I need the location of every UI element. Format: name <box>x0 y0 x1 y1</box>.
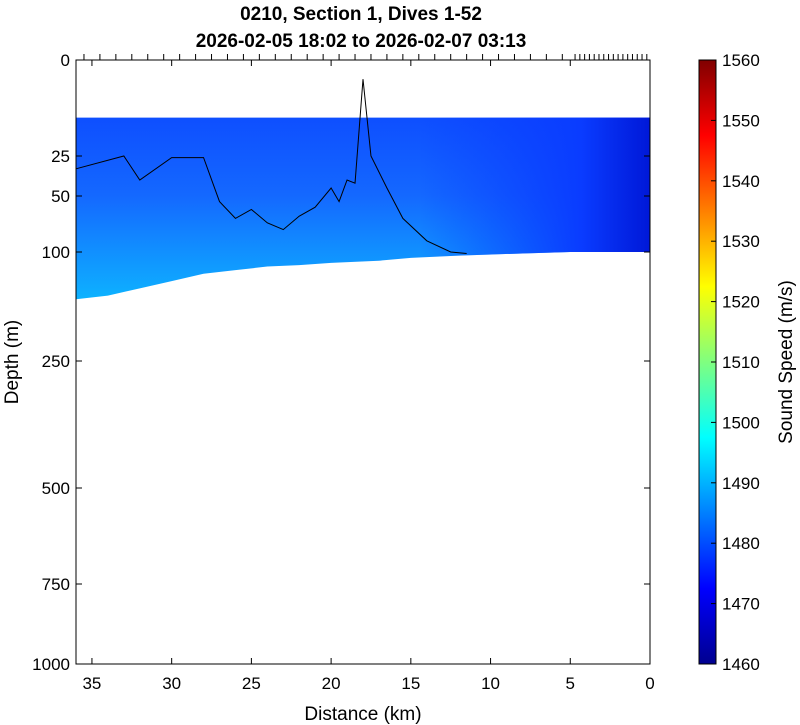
colorbar-tick-label: 1470 <box>722 595 760 614</box>
x-axis: 35 30 25 20 15 10 5 0 <box>82 60 655 693</box>
y-tick-label: 0 <box>61 51 70 70</box>
colorbar-tick-label: 1510 <box>722 353 760 372</box>
colorbar-tick-label: 1490 <box>722 474 760 493</box>
y-axis: 0 25 50 100 250 500 750 1000 <box>32 51 650 674</box>
colorbar-tick-label: 1460 <box>722 655 760 674</box>
colorbar-tick-label: 1550 <box>722 111 760 130</box>
data-field <box>76 117 650 300</box>
field-east-shade <box>420 117 650 300</box>
x-axis-label: Distance (km) <box>304 704 421 725</box>
x-tick-label: 15 <box>401 674 420 693</box>
x-tick-label: 35 <box>82 674 101 693</box>
colorbar-tick-label: 1540 <box>722 172 760 191</box>
colorbar-tick-label: 1560 <box>722 51 760 70</box>
x-tick-label: 5 <box>566 674 575 693</box>
y-tick-label: 25 <box>51 147 70 166</box>
y-tick-label: 50 <box>51 187 70 206</box>
chart-title: 0210, Section 1, Dives 1-52 <box>240 4 482 25</box>
x-tick-label: 25 <box>242 674 261 693</box>
y-tick-label: 1000 <box>32 655 70 674</box>
x-tick-label: 10 <box>481 674 500 693</box>
y-tick-label: 250 <box>42 352 70 371</box>
x-tick-label: 30 <box>162 674 181 693</box>
colorbar-tick-label: 1530 <box>722 232 760 251</box>
colorbar-label: Sound Speed (m/s) <box>776 280 797 444</box>
colorbar-tick-label: 1480 <box>722 534 760 553</box>
x-tick-label: 20 <box>322 674 341 693</box>
plot-frame <box>75 59 651 665</box>
isotherm-contour-line <box>75 79 467 254</box>
chart-subtitle: 2026-02-05 18:02 to 2026-02-07 03:13 <box>196 31 527 52</box>
x-tick-label: 0 <box>645 674 654 693</box>
y-tick-label: 100 <box>42 243 70 262</box>
dive-ticks <box>83 54 648 60</box>
y-tick-label: 500 <box>42 479 70 498</box>
colorbar-tick-label: 1500 <box>722 413 760 432</box>
colorbar-ticks: 1460 1470 1480 1490 1500 1510 1520 1530 1540 1550… <box>711 51 760 674</box>
y-tick-label: 750 <box>42 575 70 594</box>
colorbar-tick-label: 1520 <box>722 293 760 312</box>
y-axis-label: Depth (m) <box>2 320 23 404</box>
